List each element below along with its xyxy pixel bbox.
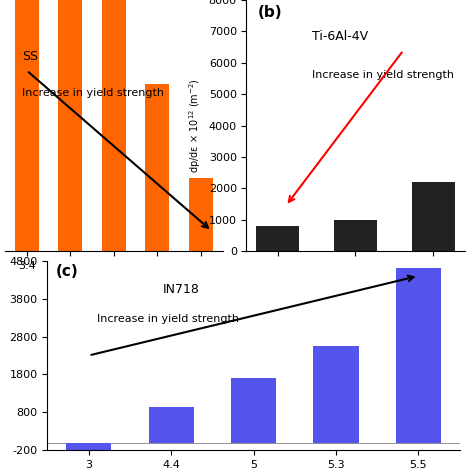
X-axis label: $H_n$: $H_n$ [106, 273, 122, 289]
Bar [58, 0, 82, 251]
Text: Increase in yield strength: Increase in yield strength [97, 314, 239, 324]
Bar [334, 220, 377, 251]
Y-axis label: dp/dε × 10$^{12}$ (m$^{-2}$): dp/dε × 10$^{12}$ (m$^{-2}$) [187, 78, 203, 173]
Text: IN718: IN718 [163, 283, 200, 296]
Bar [396, 268, 441, 443]
Bar [148, 407, 194, 443]
Text: (c): (c) [55, 264, 78, 280]
Bar [102, 0, 126, 251]
Text: Ti-6Al-4V: Ti-6Al-4V [312, 30, 368, 43]
Text: (b): (b) [257, 5, 282, 20]
X-axis label: $H_n$: $H_n$ [246, 473, 262, 474]
X-axis label: $H_n$: $H_n$ [347, 273, 364, 289]
Bar [231, 378, 276, 443]
Text: Increase in yield strength: Increase in yield strength [22, 88, 164, 98]
Text: SS: SS [22, 50, 38, 63]
Bar [66, 443, 111, 450]
Bar [412, 182, 455, 251]
Text: Increase in yield strength: Increase in yield strength [312, 70, 454, 80]
Bar [313, 346, 359, 443]
Bar [256, 226, 299, 251]
Bar [15, 0, 38, 251]
Bar [146, 84, 169, 251]
Y-axis label: dp/dε × 10$^{12}$ (m$^{-2}$): dp/dε × 10$^{12}$ (m$^{-2}$) [0, 308, 4, 403]
Bar [189, 178, 213, 251]
